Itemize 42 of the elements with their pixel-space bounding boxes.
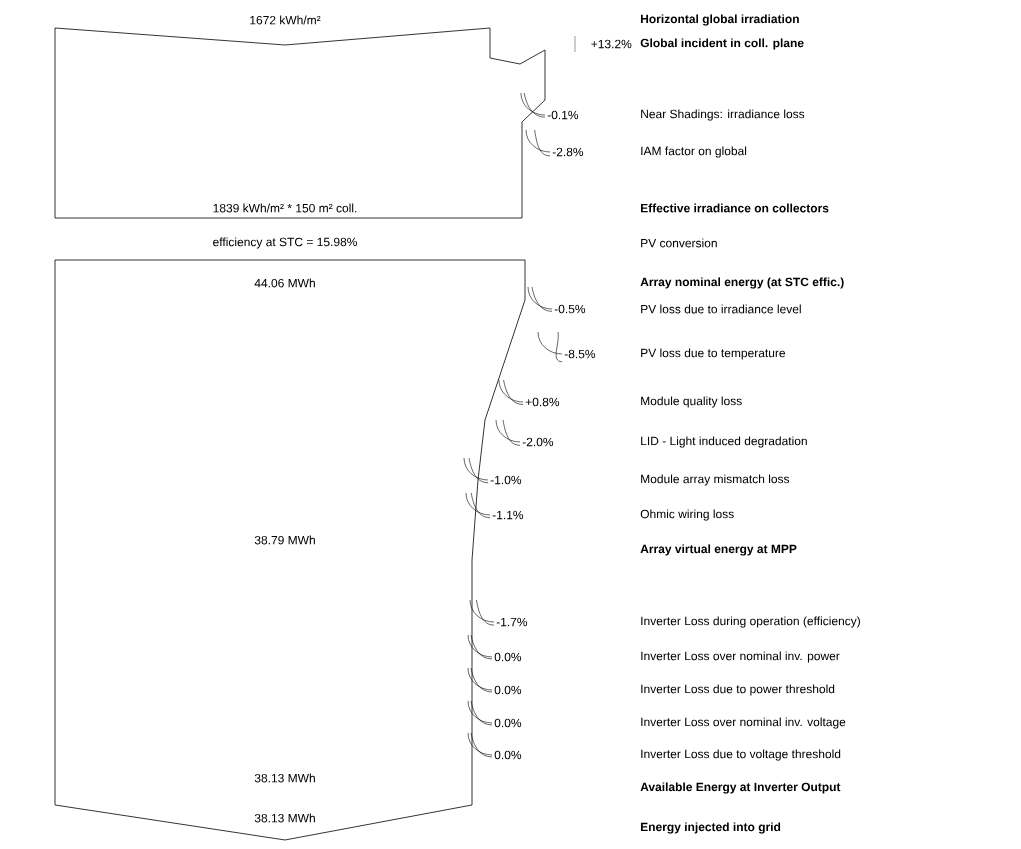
data-label: -1.1%	[492, 510, 524, 520]
category-label: Module quality loss	[641, 396, 742, 408]
data-label: 0.0%	[494, 685, 522, 695]
data-label: 38.79 MWh	[254, 535, 315, 545]
data-label: 38.13 MWh	[254, 813, 315, 823]
data-label: -1.0%	[490, 475, 522, 485]
data-label: 38.13 MWh	[254, 773, 315, 783]
data-label: -1.7%	[496, 617, 528, 627]
data-label: -8.5%	[564, 349, 596, 359]
category-label: IAM factor on global	[641, 146, 747, 158]
category-label: Array virtual energy at MPP	[640, 544, 797, 556]
data-label: efficiency at STC = 15.98%	[213, 237, 357, 249]
data-label: -2.8%	[552, 147, 584, 157]
category-label: Horizontal global irradiation	[641, 14, 799, 26]
data-label: -0.5%	[554, 304, 586, 314]
category-label: Energy injected into grid	[641, 822, 781, 834]
data-label: 1672 kWh/m²	[250, 15, 321, 25]
category-label: PV loss due to irradiance level	[641, 304, 801, 314]
category-label: Ohmic wiring loss	[640, 509, 734, 521]
category-label: Inverter Loss over nominal inv. power	[641, 651, 840, 663]
category-label: Inverter Loss during operation (efficiency)	[641, 616, 860, 628]
data-label: 44.06 MWh	[254, 278, 315, 288]
category-label: PV conversion	[641, 238, 717, 248]
category-label: Available Energy at Inverter Output	[640, 782, 841, 794]
data-label: -2.0%	[522, 437, 554, 447]
category-label: Module array mismatch loss	[641, 474, 790, 486]
category-label: Inverter Loss over nominal inv. voltage	[641, 717, 846, 729]
category-label: Near Shadings: irradiance loss	[641, 109, 805, 121]
data-label: 0.0%	[494, 718, 522, 728]
category-label: Inverter Loss due to power threshold	[641, 684, 835, 696]
data-label: -0.1%	[547, 110, 579, 120]
category-label: Global incident in coll. plane	[640, 38, 804, 50]
category-label: LID - Light induced degradation	[641, 436, 807, 448]
category-label: Effective irradiance on collectors	[641, 203, 829, 213]
data-label: 0.0%	[494, 750, 522, 760]
category-label: Array nominal energy (at STC effic.)	[640, 277, 844, 289]
data-label: +13.2%	[591, 39, 632, 49]
data-label: 0.0%	[494, 652, 522, 662]
data-label: 1839 kWh/m² * 150 m² coll.	[213, 203, 357, 213]
category-label: PV loss due to temperature	[641, 348, 786, 360]
data-label: +0.8%	[525, 397, 560, 407]
category-label: Inverter Loss due to voltage threshold	[641, 749, 841, 761]
